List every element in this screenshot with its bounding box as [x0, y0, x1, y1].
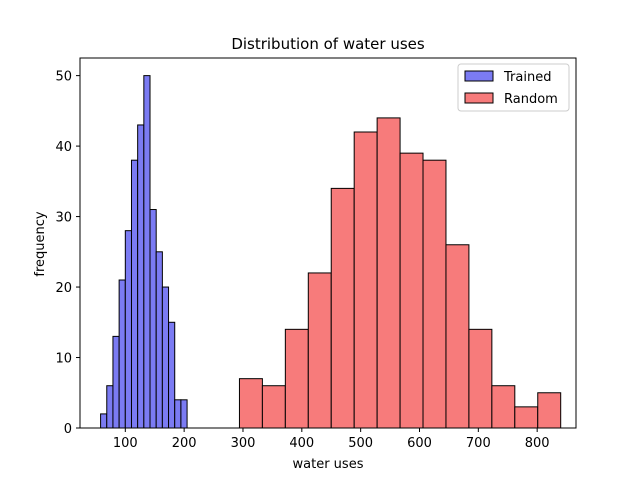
- trained-bar-3: [118, 279, 126, 429]
- trained-bar-0: [100, 413, 108, 429]
- trained-bar-12: [174, 399, 182, 429]
- legend-label-random: Random: [504, 92, 558, 107]
- legend-label-trained: Trained: [503, 70, 551, 85]
- y-tick-label: 10: [55, 352, 72, 367]
- x-tick-label: 200: [172, 436, 197, 451]
- random-bar-5: [353, 131, 378, 429]
- random-bar-10: [468, 328, 493, 429]
- random-bar-12: [514, 406, 539, 429]
- x-tick-label: 500: [348, 436, 373, 451]
- legend-swatch-trained: [464, 70, 494, 82]
- random-bar-6: [376, 117, 401, 429]
- legend-swatch-random: [464, 92, 494, 104]
- trained-bar-4: [124, 230, 132, 429]
- trained-bar-2: [112, 335, 120, 429]
- random-bar-7: [399, 152, 424, 429]
- x-tick-label: 300: [231, 436, 256, 451]
- trained-bar-11: [168, 321, 176, 429]
- x-tick-label: 600: [407, 436, 432, 451]
- trained-bar-5: [130, 159, 139, 429]
- y-tick-label: 0: [64, 422, 72, 437]
- random-bar-13: [537, 392, 562, 429]
- random-bar-0: [238, 378, 263, 429]
- y-tick-label: 20: [55, 281, 72, 296]
- trained-bar-9: [155, 251, 163, 429]
- random-bar-1: [261, 385, 286, 429]
- x-tick-label: 800: [525, 436, 550, 451]
- trained-bar-8: [149, 209, 157, 429]
- random-bar-2: [284, 328, 309, 429]
- legend: Trained Random: [457, 63, 570, 112]
- random-bar-3: [307, 272, 332, 429]
- random-bar-4: [330, 187, 355, 429]
- trained-bar-6: [137, 124, 145, 429]
- plot-frame: [79, 57, 577, 429]
- random-bar-11: [491, 385, 516, 429]
- x-tick-label: 100: [113, 436, 138, 451]
- random-bar-8: [422, 159, 447, 429]
- trained-bar-13: [180, 399, 188, 429]
- y-tick-label: 30: [55, 211, 72, 226]
- chart-title: Distribution of water uses: [231, 35, 425, 53]
- series-random: [238, 117, 562, 429]
- x-tick-label: 400: [289, 436, 314, 451]
- trained-bar-1: [106, 385, 114, 429]
- y-tick-label: 40: [55, 140, 72, 155]
- trained-bar-10: [161, 286, 170, 429]
- trained-bar-7: [143, 75, 151, 429]
- random-bar-9: [445, 244, 470, 429]
- histogram-bars: [100, 75, 562, 429]
- plot-axes: 100 200 300 400 500 600 700 800 0 10 20 30 40 50: [55, 57, 577, 451]
- y-axis-label: frequency: [33, 211, 48, 277]
- series-trained: [100, 75, 188, 429]
- y-tick-label: 50: [55, 70, 72, 85]
- x-axis-label: water uses: [293, 457, 364, 472]
- x-tick-label: 700: [466, 436, 491, 451]
